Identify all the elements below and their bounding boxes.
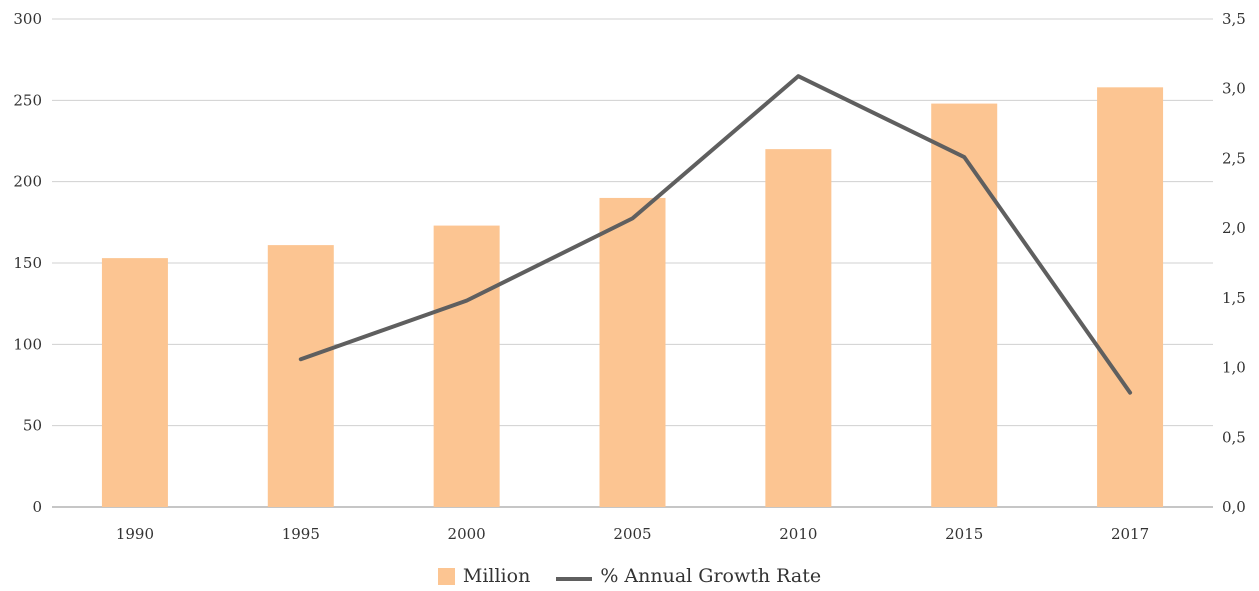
bar xyxy=(433,225,500,507)
legend-item-growth-rate: % Annual Growth Rate xyxy=(556,565,821,587)
legend-swatch-growth-rate xyxy=(556,577,593,581)
legend-swatch-million xyxy=(437,567,455,585)
right-tick-label: 2,5 xyxy=(1222,149,1246,167)
left-tick-label: 100 xyxy=(13,335,42,353)
x-tick-label: 2010 xyxy=(779,525,817,543)
right-tick-label: 1,0 xyxy=(1222,359,1246,377)
x-tick-label: 1995 xyxy=(282,525,320,543)
bar xyxy=(1097,87,1164,507)
x-tick-label: 2017 xyxy=(1111,525,1149,543)
growth-rate-line xyxy=(298,74,1133,395)
legend-label-growth-rate: % Annual Growth Rate xyxy=(600,565,822,587)
left-tick-label: 0 xyxy=(32,498,42,516)
legend: Million % Annual Growth Rate xyxy=(0,563,1259,589)
right-tick-label: 3,0 xyxy=(1222,80,1246,98)
left-tick-label: 250 xyxy=(13,91,42,109)
right-axis: 0,0 0,5 1,0 1,5 2,0 2,5 3,0 3,5 xyxy=(1222,10,1246,516)
left-axis: 0 50 100 150 200 250 300 xyxy=(13,10,42,516)
bar xyxy=(101,258,168,507)
x-axis: 1990 1995 2000 2005 2010 2015 2017 xyxy=(116,525,1149,543)
bar xyxy=(599,197,666,507)
x-tick-label: 2005 xyxy=(613,525,651,543)
right-tick-label: 1,5 xyxy=(1222,289,1246,307)
right-tick-label: 0,5 xyxy=(1222,428,1246,446)
left-tick-label: 200 xyxy=(13,173,42,191)
x-tick-label: 1990 xyxy=(116,525,154,543)
x-tick-label: 2000 xyxy=(448,525,486,543)
left-tick-label: 300 xyxy=(13,10,42,28)
bar xyxy=(765,149,832,507)
bar xyxy=(931,103,998,507)
bar xyxy=(267,245,334,507)
line-series xyxy=(298,74,1133,395)
right-tick-label: 2,0 xyxy=(1222,219,1246,237)
bar-series xyxy=(101,87,1164,507)
right-tick-label: 0,0 xyxy=(1222,498,1246,516)
x-tick-label: 2015 xyxy=(945,525,983,543)
left-tick-label: 150 xyxy=(13,254,42,272)
right-tick-label: 3,5 xyxy=(1222,10,1246,28)
legend-label-million: Million xyxy=(462,565,531,587)
legend-item-million: Million xyxy=(437,565,531,587)
left-tick-label: 50 xyxy=(23,417,42,435)
